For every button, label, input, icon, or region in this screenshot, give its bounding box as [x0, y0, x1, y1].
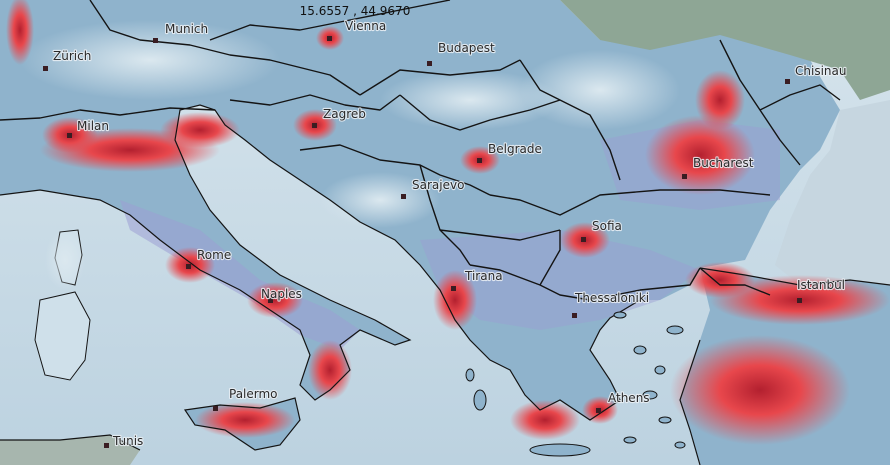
city-marker-tirana: [451, 286, 456, 291]
city-marker-istanbul: [797, 298, 802, 303]
city-label-chisinau[interactable]: Chisinau: [794, 63, 848, 79]
city-label-sofia[interactable]: Sofia: [591, 218, 623, 234]
city-label-naples[interactable]: Naples: [260, 286, 303, 302]
city-label-bucharest[interactable]: Bucharest: [692, 155, 755, 171]
city-label-rome[interactable]: Rome: [196, 247, 232, 263]
city-marker-tunis: [104, 443, 109, 448]
city-marker-bucharest: [682, 174, 687, 179]
city-marker-thessaloniki: [572, 313, 577, 318]
city-label-palermo[interactable]: Palermo: [228, 386, 279, 402]
city-label-zurich[interactable]: Zürich: [52, 48, 92, 64]
hotspot-peloponnese: [510, 400, 580, 440]
city-label-istanbul[interactable]: Istanbul: [796, 277, 846, 293]
coordinate-readout: 15.6557 , 44.9670: [299, 4, 411, 18]
black-sea: [775, 100, 890, 285]
city-markers: [43, 36, 802, 448]
mid-density-balkans: [420, 230, 700, 330]
city-marker-sarajevo: [401, 194, 406, 199]
land-africa: [0, 435, 140, 465]
city-label-tunis[interactable]: Tunis: [111, 433, 145, 449]
city-marker-budapest: [427, 61, 432, 66]
hotspot-north-west: [6, 0, 34, 65]
hotspot-veneto: [160, 112, 240, 148]
city-label-sarajevo[interactable]: Sarajevo: [411, 177, 466, 193]
relief-north-east: [560, 0, 890, 100]
coastlines: [0, 104, 890, 465]
hotspot-naples: [247, 282, 303, 318]
city-marker-zurich: [43, 66, 48, 71]
city-label-zagreb[interactable]: Zagreb: [322, 106, 367, 122]
land-sardinia: [34, 291, 91, 381]
low-density-alps: [20, 20, 280, 100]
hotspot-bucharest: [645, 115, 755, 195]
city-label-thessaloniki[interactable]: Thessaloniki: [573, 290, 650, 306]
city-label-budapest[interactable]: Budapest: [437, 40, 496, 56]
city-marker-sofia: [581, 237, 586, 242]
hotspot-moldova: [695, 70, 745, 130]
hotspot-tirana: [433, 270, 477, 330]
city-label-tirana[interactable]: Tirana: [463, 268, 504, 284]
city-marker-rome: [186, 264, 191, 269]
hotspot-thrace: [685, 262, 755, 298]
city-marker-chisinau: [785, 79, 790, 84]
city-label-vienna[interactable]: Vienna: [344, 18, 387, 34]
mid-density-italy: [120, 200, 360, 350]
country-borders: [0, 0, 841, 301]
city-marker-munich: [153, 38, 158, 43]
low-density-romania: [520, 50, 680, 130]
aegean-islands: [465, 311, 686, 457]
hotspot-anatolia-west: [670, 335, 850, 445]
city-label-milan[interactable]: Milan: [76, 118, 110, 134]
city-label-belgrade[interactable]: Belgrade: [487, 141, 543, 157]
city-marker-milan: [67, 133, 72, 138]
city-marker-naples: [268, 298, 273, 303]
city-marker-vienna: [327, 36, 332, 41]
city-marker-zagreb: [312, 123, 317, 128]
city-label-athens[interactable]: Athens: [607, 390, 651, 406]
low-density-corsica: [45, 230, 85, 290]
city-marker-athens: [596, 408, 601, 413]
city-marker-belgrade: [477, 158, 482, 163]
city-label-munich[interactable]: Munich: [164, 21, 209, 37]
city-labels: Munich Vienna Zürich Budapest Chisinau M…: [52, 18, 848, 449]
city-marker-palermo: [213, 406, 218, 411]
hotspot-calabria: [308, 340, 352, 400]
